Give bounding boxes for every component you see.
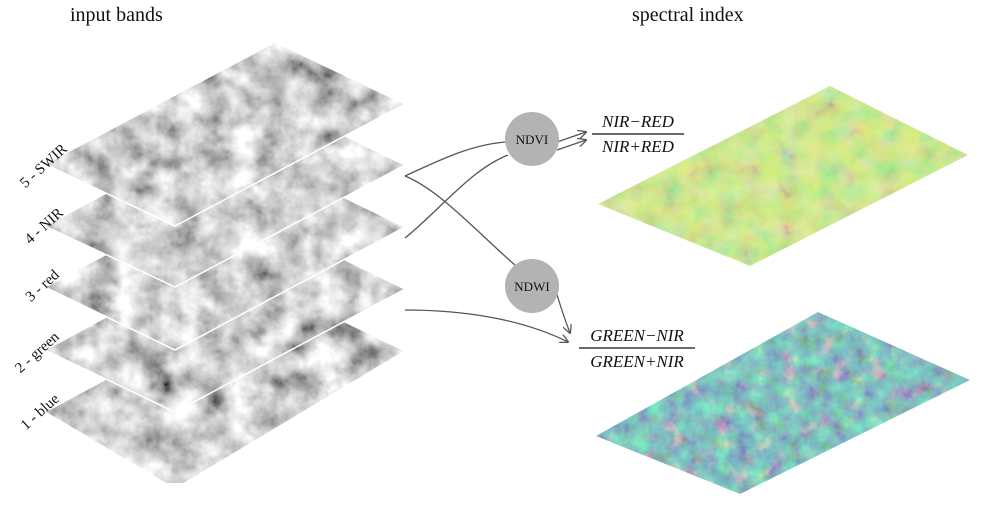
- band-outline: [43, 41, 407, 227]
- index-node-label: NDWI: [514, 279, 549, 294]
- formula-denominator: GREEN+NIR: [590, 352, 684, 371]
- index-nodes: NDVI NDWI: [505, 112, 559, 313]
- index-map: [598, 86, 968, 266]
- connection-curve: [404, 154, 509, 239]
- connection-curve: [404, 175, 516, 266]
- connection-arrows: [404, 132, 586, 342]
- index-node: NDVI: [505, 112, 559, 166]
- index-node-circle: [505, 112, 559, 166]
- connection-curve: [556, 140, 586, 151]
- formula-numerator: NIR−RED: [601, 112, 675, 131]
- spectral-index-heading: spectral index: [632, 4, 744, 26]
- connection-curve: [556, 132, 586, 143]
- index-node-circle: [505, 259, 559, 313]
- input-bands-heading: input bands: [70, 4, 163, 26]
- index-formula: NIR−RED NIR+RED: [592, 112, 684, 156]
- index-node-label: NDVI: [516, 132, 549, 147]
- connection-curve: [404, 309, 568, 342]
- index-formula: GREEN−NIR GREEN+NIR: [579, 326, 695, 371]
- index-formulas: NIR−RED NIR+RED GREEN−NIR GREEN+NIR: [579, 112, 695, 371]
- connection-curve: [404, 141, 506, 177]
- index-node: NDWI: [505, 259, 559, 313]
- formula-denominator: NIR+RED: [601, 137, 675, 156]
- formula-numerator: GREEN−NIR: [590, 326, 684, 345]
